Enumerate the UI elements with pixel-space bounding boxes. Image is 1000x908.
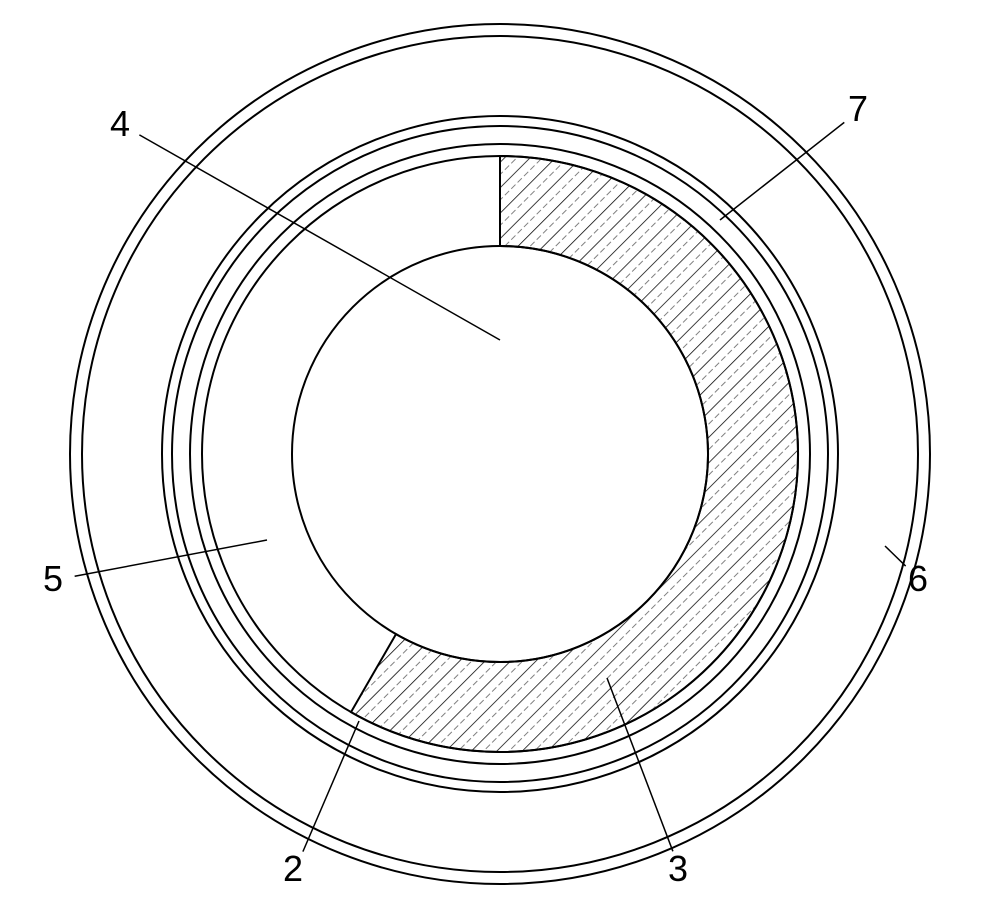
- label-3: 3: [668, 848, 688, 890]
- label-7: 7: [848, 88, 868, 130]
- label-4: 4: [110, 103, 130, 145]
- leader-line-2: [303, 721, 359, 852]
- label-6: 6: [908, 558, 928, 600]
- cross-section-diagram: [0, 0, 1000, 908]
- label-5: 5: [43, 558, 63, 600]
- leader-line-7: [720, 122, 844, 220]
- leader-line-5: [75, 540, 267, 576]
- hatched-region-3: [351, 156, 798, 752]
- leader-line-6: [885, 546, 906, 566]
- label-2: 2: [283, 848, 303, 890]
- inner-circle-4: [292, 246, 708, 662]
- outer-edge: [70, 24, 930, 884]
